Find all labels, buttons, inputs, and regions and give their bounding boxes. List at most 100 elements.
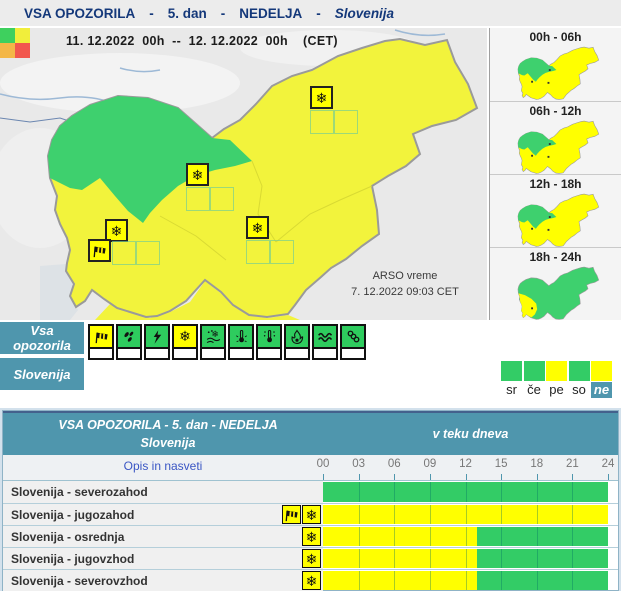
timeline-gridline xyxy=(536,527,538,546)
timeline-gridline xyxy=(465,571,467,590)
warning-type-strip: ❄ ❄ xyxy=(88,324,366,360)
forest-fire-warning-type-button[interactable] xyxy=(284,324,310,360)
warning-timeline xyxy=(323,570,608,591)
empty-warning-cell xyxy=(246,240,270,264)
warning-timeline xyxy=(323,526,608,547)
timeline-gridline xyxy=(394,527,396,546)
timeline-gridline xyxy=(429,505,431,524)
time-tick-label: 18 xyxy=(530,458,544,470)
timeline-gridline xyxy=(501,571,503,590)
timeframe-mini-map[interactable]: 00h - 06h xyxy=(490,28,621,101)
table-row[interactable]: Slovenija - jugovzhod ❄ xyxy=(3,547,618,569)
fog-icon xyxy=(342,326,364,347)
table-subtitle: Slovenija xyxy=(140,436,196,450)
timeline-gridline xyxy=(572,571,574,590)
table-title: VSA OPOZORILA - 5. dan - NEDELJA xyxy=(58,418,278,432)
warning-timeline xyxy=(323,548,608,569)
day-label[interactable]: ne xyxy=(591,382,612,398)
timeline-gridline xyxy=(501,549,503,568)
title-part: VSA OPOZORILA xyxy=(24,5,136,21)
time-tick-label: 06 xyxy=(387,458,401,470)
wind-icon xyxy=(90,326,112,347)
timeframe-label: 12h - 18h xyxy=(529,177,582,191)
attribution-timestamp: 7. 12.2022 09:03 CET xyxy=(351,286,459,298)
timeline-gridline xyxy=(465,527,467,546)
warning-subcell xyxy=(258,347,280,358)
timeline-gridline xyxy=(536,571,538,590)
table-row[interactable]: Slovenija - osrednja ❄ xyxy=(3,525,618,547)
region-row-label: Slovenija - osrednja ❄ xyxy=(3,526,323,547)
warning-subcell xyxy=(90,347,112,358)
wind-row-icon xyxy=(282,505,301,524)
fog-warning-type-button[interactable] xyxy=(340,324,366,360)
day-label[interactable]: pe xyxy=(549,382,564,397)
snow-drift-icon: ❄ xyxy=(202,326,224,347)
snow-warning-icon[interactable]: ❄ xyxy=(246,216,269,239)
empty-warning-cell xyxy=(310,110,334,134)
region-name: Slovenija - severovzhod xyxy=(11,573,148,588)
snow-warning-icon[interactable]: ❄ xyxy=(186,163,209,186)
snow-ice-warning-type-button[interactable]: ❄ xyxy=(172,324,198,360)
table-right-header: v teku dneva xyxy=(432,427,509,441)
day-button-ne[interactable]: ne xyxy=(591,361,612,398)
description-link[interactable]: Opis in nasveti xyxy=(123,459,203,473)
thunderstorm-warning-type-button[interactable] xyxy=(144,324,170,360)
timeline-gridline xyxy=(429,482,431,502)
timeline-gridline xyxy=(572,527,574,546)
day-button-pe[interactable]: pe xyxy=(546,361,567,398)
empty-warning-cell xyxy=(112,241,136,265)
legend-swatch xyxy=(15,28,30,43)
warning-subcell xyxy=(286,347,308,358)
wind-warning-icon[interactable] xyxy=(88,239,111,262)
time-tick-mark xyxy=(536,474,538,480)
timeline-gridline xyxy=(429,527,431,546)
timeline-segment xyxy=(323,527,478,546)
timeframe-mini-map[interactable]: 06h - 12h xyxy=(490,101,621,174)
region-row-label: Slovenija - severozahod xyxy=(3,481,323,503)
heat-warning-type-button[interactable] xyxy=(228,324,254,360)
sea-waves-icon xyxy=(314,326,336,347)
cold-warning-type-button[interactable] xyxy=(256,324,282,360)
snow-ice-row-icon: ❄ xyxy=(302,527,321,546)
wind-warning-type-button[interactable] xyxy=(88,324,114,360)
warning-subcell xyxy=(174,347,196,358)
timeframe-mini-map[interactable]: 18h - 24h xyxy=(490,247,621,320)
empty-warning-cell xyxy=(334,110,358,134)
table-row[interactable]: Slovenija - severovzhod ❄ xyxy=(3,569,618,591)
time-tick-label: 24 xyxy=(601,458,615,470)
title-separator: - xyxy=(220,5,226,21)
timeline-gridline xyxy=(358,505,360,524)
title-part: 5. dan xyxy=(167,5,207,21)
day-button-če[interactable]: če xyxy=(523,361,545,398)
snow-warning-icon[interactable]: ❄ xyxy=(310,86,333,109)
region-row-label: Slovenija - jugozahod ❄ xyxy=(3,504,323,525)
snow-ice-row-icon: ❄ xyxy=(302,505,321,524)
region-name: Slovenija - jugozahod xyxy=(11,507,135,522)
warning-map[interactable]: 11. 12.2022 00h -- 12. 12.2022 00h (CET)… xyxy=(0,28,487,320)
empty-warning-cell xyxy=(186,187,210,211)
rain-icon xyxy=(118,326,140,347)
day-label[interactable]: če xyxy=(527,382,541,397)
day-button-sr[interactable]: sr xyxy=(501,361,522,398)
warning-subcell xyxy=(146,347,168,358)
day-label[interactable]: so xyxy=(572,382,586,397)
table-row[interactable]: Slovenija - jugozahod ❄ xyxy=(3,503,618,525)
day-color-square xyxy=(591,361,612,381)
empty-warning-cell xyxy=(210,187,234,211)
sea-waves-warning-type-button[interactable] xyxy=(312,324,338,360)
day-label[interactable]: sr xyxy=(506,382,517,397)
timeframe-label: 18h - 24h xyxy=(529,250,582,264)
timeline-gridline xyxy=(465,505,467,524)
forest-fire-icon xyxy=(286,326,308,347)
snow-ice-row-icon: ❄ xyxy=(302,549,321,568)
heat-icon xyxy=(230,326,252,347)
timeframe-mini-map[interactable]: 12h - 18h xyxy=(490,174,621,247)
attribution-source: ARSO vreme xyxy=(372,270,438,282)
time-tick-label: 15 xyxy=(494,458,508,470)
snow-drift-warning-type-button[interactable]: ❄ xyxy=(200,324,226,360)
rain-warning-type-button[interactable] xyxy=(116,324,142,360)
timeline-gridline xyxy=(465,549,467,568)
time-tick-mark xyxy=(394,474,396,480)
day-button-so[interactable]: so xyxy=(568,361,590,398)
table-row[interactable]: Slovenija - severozahod xyxy=(3,481,618,503)
